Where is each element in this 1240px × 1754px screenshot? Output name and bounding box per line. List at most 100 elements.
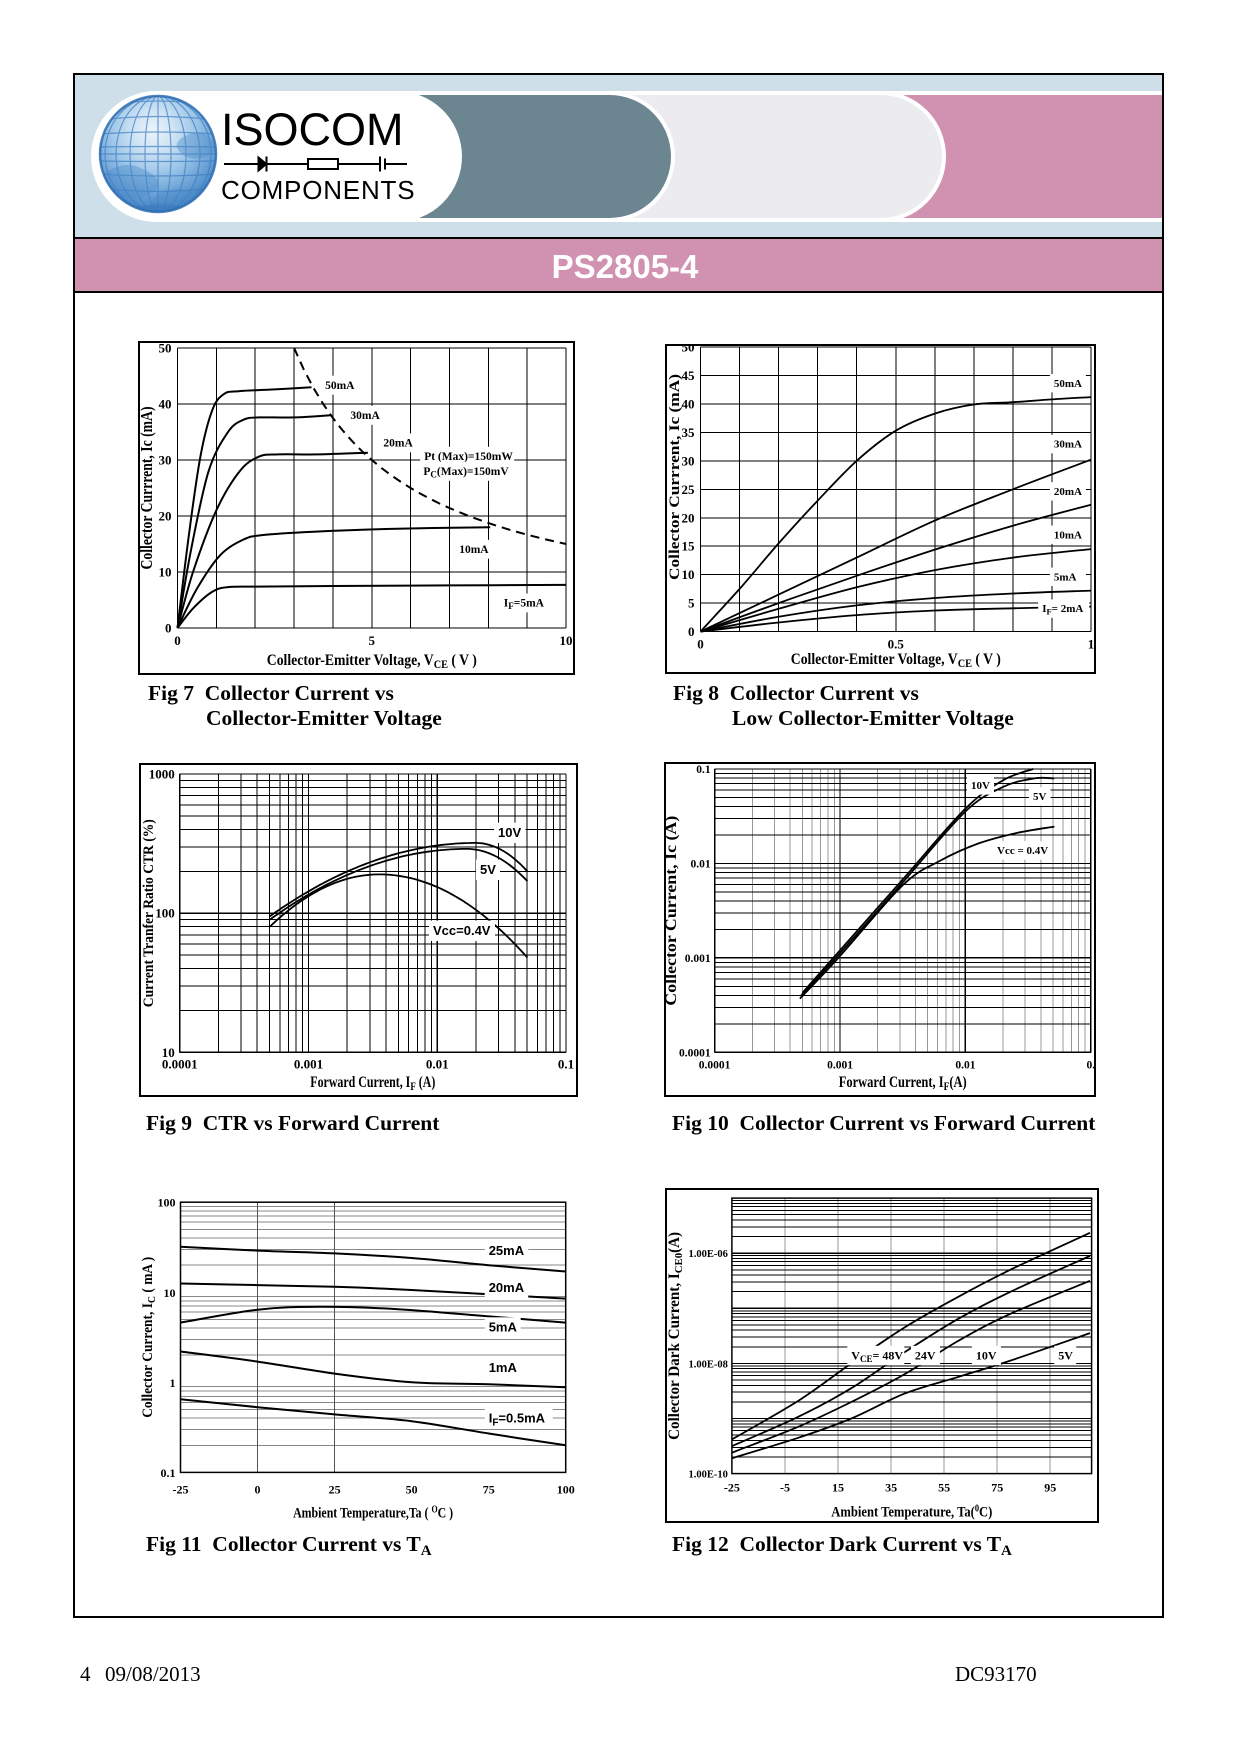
- svg-text:10: 10: [162, 1045, 175, 1060]
- svg-text:ISOCOM: ISOCOM: [221, 104, 404, 155]
- svg-text:24V: 24V: [915, 1348, 936, 1362]
- svg-text:5V: 5V: [1033, 791, 1047, 803]
- svg-text:5mA: 5mA: [1054, 571, 1077, 583]
- svg-text:75: 75: [483, 1482, 495, 1496]
- svg-text:5: 5: [369, 633, 376, 648]
- svg-text:0: 0: [697, 637, 704, 652]
- svg-text:20: 20: [682, 510, 695, 525]
- svg-text:5V: 5V: [1058, 1348, 1073, 1362]
- svg-text:40: 40: [159, 397, 172, 412]
- svg-text:Collector-Emitter Voltage, VCE: Collector-Emitter Voltage, VCE ( V ): [791, 651, 1001, 670]
- svg-text:Collector Currrent, Ic (mA): Collector Currrent, Ic (mA): [667, 374, 683, 580]
- svg-text:25mA: 25mA: [489, 1243, 525, 1258]
- svg-text:0.1: 0.1: [696, 764, 711, 776]
- svg-text:0.0001: 0.0001: [162, 1056, 198, 1071]
- svg-text:40: 40: [682, 396, 695, 411]
- svg-text:Ambient Temperature, Ta(0C): Ambient Temperature, Ta(0C): [831, 1504, 992, 1521]
- svg-text:Collector Current, IC ( mA ): Collector Current, IC ( mA ): [140, 1257, 158, 1418]
- svg-text:45: 45: [682, 368, 696, 383]
- svg-text:10V: 10V: [976, 1348, 997, 1362]
- svg-text:0: 0: [688, 624, 695, 639]
- svg-text:Current Tranfer Ratio CTR (%): Current Tranfer Ratio CTR (%): [141, 819, 157, 1007]
- svg-text:IF= 2mA: IF= 2mA: [1042, 603, 1083, 617]
- svg-text:20mA: 20mA: [383, 438, 413, 450]
- svg-text:50mA: 50mA: [325, 380, 355, 392]
- svg-text:COMPONENTS: COMPONENTS: [221, 175, 415, 205]
- svg-text:0.: 0.: [1086, 1059, 1095, 1071]
- svg-text:IF=5mA: IF=5mA: [504, 598, 545, 612]
- svg-text:Ambient Temperature,Ta ( OC ): Ambient Temperature,Ta ( OC ): [293, 1504, 453, 1521]
- svg-text:0.1: 0.1: [558, 1056, 574, 1071]
- svg-text:Vcc=0.4V: Vcc=0.4V: [433, 923, 491, 938]
- svg-text:100: 100: [557, 1482, 575, 1496]
- svg-text:30: 30: [682, 453, 695, 468]
- svg-text:15: 15: [682, 539, 696, 554]
- svg-text:100: 100: [155, 906, 175, 921]
- svg-text:5mA: 5mA: [489, 1320, 518, 1335]
- svg-text:30mA: 30mA: [1054, 439, 1082, 451]
- svg-text:1000: 1000: [149, 767, 175, 782]
- svg-text:10: 10: [560, 633, 573, 648]
- svg-text:10mA: 10mA: [1054, 529, 1082, 541]
- svg-text:1: 1: [1088, 637, 1095, 652]
- svg-text:0.001: 0.001: [827, 1059, 853, 1071]
- svg-text:0: 0: [255, 1482, 261, 1496]
- svg-text:20mA: 20mA: [1054, 486, 1082, 498]
- svg-text:5: 5: [688, 596, 695, 611]
- svg-text:50: 50: [682, 344, 695, 355]
- svg-text:0.1: 0.1: [161, 1466, 176, 1480]
- svg-text:-5: -5: [780, 1481, 790, 1495]
- svg-text:75: 75: [991, 1481, 1003, 1495]
- svg-text:0.01: 0.01: [690, 859, 710, 871]
- svg-text:IF=0.5mA: IF=0.5mA: [489, 1410, 546, 1428]
- svg-text:0.01: 0.01: [955, 1059, 975, 1071]
- svg-text:20: 20: [159, 509, 172, 524]
- svg-text:1: 1: [170, 1376, 176, 1390]
- svg-text:Collector Currrent, Ic (mA): Collector Currrent, Ic (mA): [138, 407, 156, 570]
- svg-text:VCE= 48V: VCE= 48V: [851, 1348, 903, 1364]
- svg-text:Collector Dark Current, ICE0(A: Collector Dark Current, ICE0(A): [666, 1232, 685, 1440]
- svg-text:50mA: 50mA: [1054, 378, 1082, 390]
- svg-text:10mA: 10mA: [459, 544, 489, 556]
- svg-text:-25: -25: [724, 1481, 740, 1495]
- svg-text:35: 35: [885, 1481, 897, 1495]
- svg-text:10V: 10V: [498, 825, 521, 840]
- svg-text:Vcc = 0.4V: Vcc = 0.4V: [997, 845, 1048, 857]
- svg-text:0.5: 0.5: [888, 637, 905, 652]
- svg-text:25: 25: [329, 1482, 341, 1496]
- svg-text:0.001: 0.001: [685, 953, 711, 965]
- svg-text:Forward Current, IF(A): Forward Current, IF(A): [839, 1074, 967, 1093]
- svg-text:-25: -25: [173, 1482, 189, 1496]
- svg-text:20mA: 20mA: [489, 1280, 525, 1295]
- svg-text:30mA: 30mA: [350, 410, 380, 422]
- svg-text:Collector-Emitter Voltage, VCE: Collector-Emitter Voltage, VCE ( V ): [267, 652, 477, 671]
- svg-text:10: 10: [159, 565, 172, 580]
- svg-text:0: 0: [174, 633, 181, 648]
- svg-text:35: 35: [682, 425, 696, 440]
- svg-text:0.001: 0.001: [294, 1056, 323, 1071]
- svg-text:1.00E-10: 1.00E-10: [689, 1470, 728, 1481]
- svg-text:Collector Current, Ic (A): Collector Current, Ic (A): [664, 816, 680, 1006]
- svg-text:1.00E-06: 1.00E-06: [689, 1249, 728, 1260]
- svg-text:15: 15: [832, 1481, 844, 1495]
- svg-text:55: 55: [938, 1481, 950, 1495]
- svg-text:Forward Current, IF (A): Forward Current, IF (A): [310, 1074, 435, 1093]
- svg-text:100: 100: [158, 1196, 176, 1210]
- svg-text:0.0001: 0.0001: [699, 1059, 731, 1071]
- svg-text:30: 30: [159, 453, 172, 468]
- svg-text:50: 50: [406, 1482, 418, 1496]
- svg-text:1.00E-08: 1.00E-08: [689, 1359, 728, 1370]
- svg-text:0.01: 0.01: [426, 1056, 449, 1071]
- svg-text:50: 50: [159, 341, 172, 356]
- svg-text:0.0001: 0.0001: [679, 1047, 711, 1059]
- svg-text:Pt (Max)=150mW: Pt (Max)=150mW: [424, 451, 513, 463]
- svg-text:95: 95: [1044, 1481, 1056, 1495]
- svg-text:10: 10: [164, 1286, 176, 1300]
- svg-text:10: 10: [682, 567, 695, 582]
- svg-text:5V: 5V: [480, 862, 496, 877]
- svg-text:0: 0: [165, 621, 172, 636]
- svg-text:25: 25: [682, 482, 696, 497]
- svg-text:PC(Max)=150mV: PC(Max)=150mV: [423, 466, 509, 480]
- svg-text:1mA: 1mA: [489, 1360, 518, 1375]
- svg-text:10V: 10V: [971, 780, 990, 792]
